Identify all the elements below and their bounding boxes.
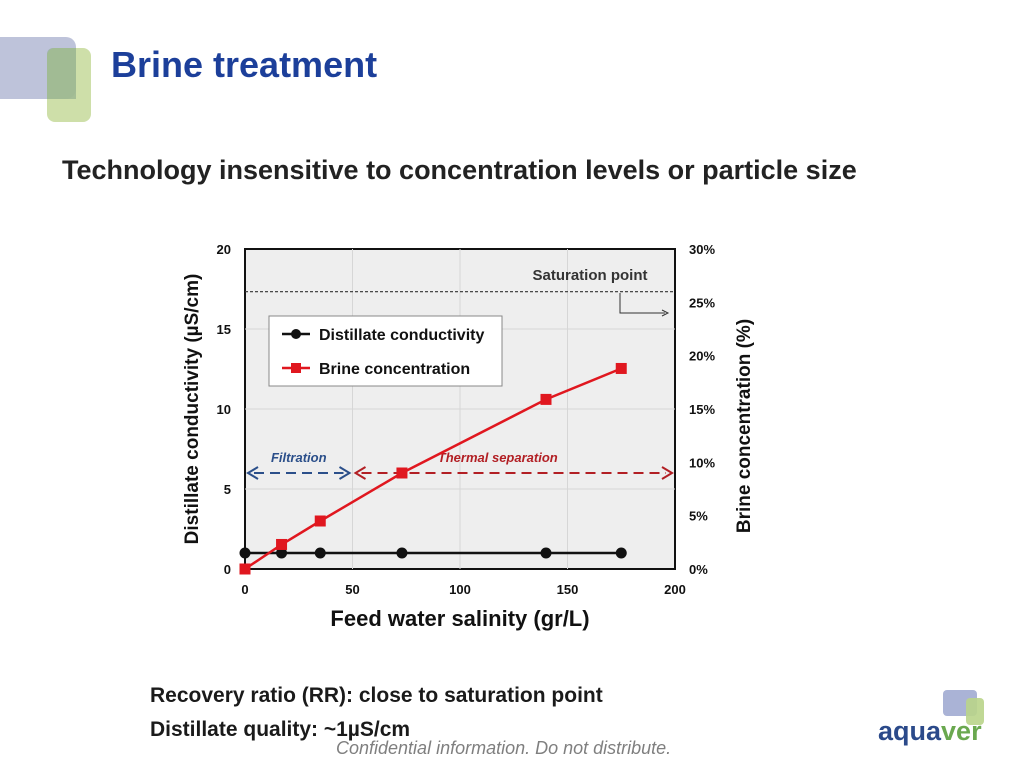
bullet-distillate-quality: Distillate quality: ~1µS/cm: [150, 718, 411, 741]
region-arrow-head-left: [353, 466, 367, 480]
y-tick-label: 20: [217, 242, 231, 257]
decor-square-overlap: [47, 48, 76, 99]
legend-marker-distillate: [291, 329, 301, 339]
slide-title: Brine treatment: [111, 44, 378, 85]
logo-wordmark: aquaver: [878, 716, 982, 747]
x-tick-label: 150: [557, 582, 579, 597]
legend-label-distillate: Distillate conductivity: [319, 327, 484, 344]
y2-tick-label: 0%: [689, 562, 708, 577]
y2-tick-label: 5%: [689, 509, 708, 524]
aquaver-logo: aquaver: [876, 690, 1016, 750]
y-tick-label: 0: [224, 562, 231, 577]
series-line-brine: [244, 367, 622, 571]
slide-subtitle: Technology insensitive to concentration …: [62, 155, 857, 185]
y2-tick-label: 10%: [689, 455, 715, 470]
region-label: Filtration: [271, 450, 327, 465]
y-tick-label: 15: [217, 322, 231, 337]
y2-tick-label: 25%: [689, 295, 715, 310]
saturation-pointer: [619, 293, 665, 314]
y-axis-right: 0% 5% 10% 15% 20% 25% 30%: [689, 242, 715, 577]
chart: 0 5 10 15 20 0% 5% 10% 15% 20% 25% 30% 0 50 100 150 20…: [182, 242, 755, 631]
point-brine: [239, 563, 251, 575]
y-axis-left: 0 5 10 15 20: [217, 242, 231, 577]
logo-square-green: [966, 698, 984, 725]
region-arrow-head-right: [338, 466, 352, 480]
bullet-list: Recovery ratio (RR): close to saturation…: [150, 679, 603, 747]
saturation-label: Saturation point: [533, 267, 648, 284]
point-brine: [540, 393, 552, 405]
confidential-footer: Confidential information. Do not distrib…: [336, 738, 672, 758]
point-brine: [396, 467, 408, 479]
logo-text-aqua: aqua: [878, 716, 942, 746]
legend-label-brine: Brine concentration: [319, 361, 470, 378]
x-tick-label: 50: [345, 582, 359, 597]
y-tick-label: 5: [224, 482, 231, 497]
region-arrow-head-right: [661, 466, 674, 480]
y2-tick-label: 15%: [689, 402, 715, 417]
y-axis-right-title: Brine concentration (%): [734, 319, 755, 533]
point-brine: [615, 362, 627, 374]
x-axis-title: Feed water salinity (gr/L): [330, 606, 589, 631]
regions: Filtration Thermal separation: [246, 450, 674, 480]
point-distillate: [540, 547, 552, 559]
point-distillate: [239, 547, 251, 559]
legend-marker-brine: [291, 363, 301, 373]
x-tick-label: 0: [241, 582, 248, 597]
legend-box: [268, 315, 503, 387]
bullet-recovery-ratio: Recovery ratio (RR): close to saturation…: [150, 684, 603, 707]
legend: Distillate conductivity Brine concentrat…: [268, 315, 503, 387]
y2-tick-label: 20%: [689, 349, 715, 364]
x-tick-label: 200: [664, 582, 686, 597]
region-label: Thermal separation: [438, 450, 558, 465]
point-distillate: [615, 547, 627, 559]
y-axis-left-title: Distillate conductivity (µS/cm): [182, 274, 203, 545]
point-brine: [314, 515, 326, 527]
region-arrow-head-left: [246, 466, 259, 480]
saturation-pointer-head: [661, 309, 670, 317]
point-distillate: [314, 547, 326, 559]
logo-text-ver: ver: [941, 716, 982, 746]
point-brine: [276, 538, 288, 550]
point-distillate: [276, 547, 288, 559]
point-distillate: [396, 547, 408, 559]
x-tick-label: 100: [449, 582, 471, 597]
y-tick-label: 10: [217, 402, 231, 417]
x-axis: 0 50 100 150 200: [241, 582, 685, 597]
y2-tick-label: 30%: [689, 242, 715, 257]
series-layer: [239, 362, 627, 575]
